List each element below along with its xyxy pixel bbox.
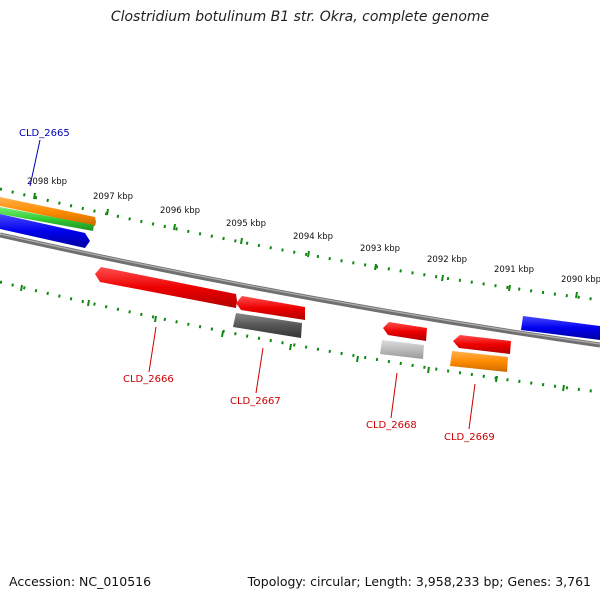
feature-orange-cld-2669 — [450, 351, 508, 372]
gene-label-cld-2666[interactable]: CLD_2666 — [123, 374, 174, 385]
gene-label-cld-2665[interactable]: CLD_2665 — [19, 128, 70, 139]
tick-2093 — [374, 263, 377, 271]
feature-red-cld-2667-top — [236, 296, 305, 320]
feature-blue-cld-2665 — [0, 214, 90, 248]
feature-lightgray-cld-2668 — [380, 340, 424, 359]
feature-darkgray-cld-2667 — [233, 313, 302, 338]
tick-2097 — [106, 208, 109, 216]
kbp-label-2091: 2091 kbp — [494, 265, 534, 275]
leader-line-cld-2667 — [255, 347, 264, 394]
leader-line-cld-2665 — [29, 139, 41, 187]
kbp-label-2097: 2097 kbp — [93, 192, 133, 202]
gene-label-cld-2667[interactable]: CLD_2667 — [230, 396, 281, 407]
tick-2091 — [508, 284, 511, 292]
kbp-label-2090: 2090 kbp — [561, 275, 600, 285]
kbp-label-2098: 2098 kbp — [27, 177, 67, 187]
feature-red-cld-2669-top — [453, 335, 511, 354]
outer-major-ticks — [33, 192, 578, 299]
feature-orange-top — [0, 197, 96, 226]
leader-line-cld-2669 — [468, 383, 476, 430]
kbp-label-2096: 2096 kbp — [160, 206, 200, 216]
tick-2090 — [575, 291, 578, 299]
tick-2094 — [307, 250, 310, 258]
kbp-label-2093: 2093 kbp — [360, 244, 400, 254]
feature-blue-right — [521, 316, 600, 340]
genome-backbone — [0, 232, 600, 348]
gene-label-cld-2668[interactable]: CLD_2668 — [366, 420, 417, 431]
tick-2098 — [33, 192, 36, 200]
genome-title: Clostridium botulinum B1 str. Okra, comp… — [110, 9, 490, 25]
feature-red-cld-2666 — [95, 267, 237, 308]
leader-line-cld-2668 — [390, 372, 398, 419]
genome-summary-text: Topology: circular; Length: 3,958,233 bp… — [247, 574, 591, 589]
kbp-label-2095: 2095 kbp — [226, 219, 266, 229]
accession-text: Accession: NC_010516 — [9, 574, 152, 589]
kbp-label-2094: 2094 kbp — [293, 232, 333, 242]
feature-red-cld-2668-top — [383, 322, 427, 341]
tick-2096 — [173, 223, 176, 231]
kbp-label-2092: 2092 kbp — [427, 255, 467, 265]
inner-major-ticks — [20, 284, 565, 392]
tick-2092 — [441, 274, 444, 282]
feature-green-top — [0, 207, 94, 231]
outer-ruler-track — [0, 187, 600, 302]
tick-2095 — [240, 237, 243, 245]
leader-line-cld-2666 — [148, 326, 157, 373]
gene-label-cld-2669[interactable]: CLD_2669 — [444, 432, 495, 443]
